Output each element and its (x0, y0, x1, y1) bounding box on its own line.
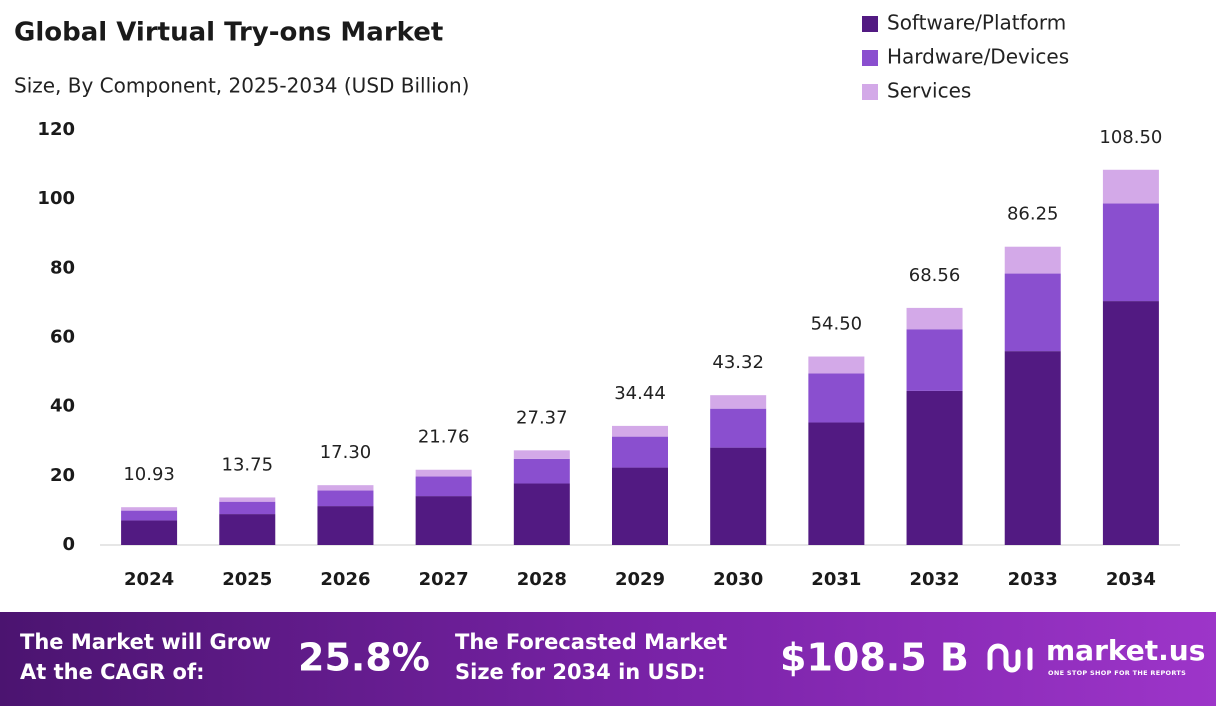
x-tick-label: 2033 (1008, 569, 1058, 590)
y-tick-label: 0 (62, 534, 75, 555)
brand-logo (987, 643, 1033, 673)
cagr-value: 25.8% (298, 636, 430, 680)
bar-segment (1004, 351, 1061, 545)
bar-segment (317, 485, 374, 491)
bar-segment (906, 329, 963, 391)
bar-segment (1004, 246, 1061, 274)
brand-tagline: ONE STOP SHOP FOR THE REPORTS (1048, 669, 1186, 677)
chart-subtitle: Size, By Component, 2025-2034 (USD Billi… (14, 74, 469, 98)
cagr-text: At the CAGR of: (20, 660, 205, 684)
bar-segment (906, 390, 963, 545)
bar-segment (415, 476, 472, 497)
total-label: 34.44 (614, 383, 666, 404)
bar-segment (710, 447, 767, 545)
total-label: 17.30 (320, 442, 372, 463)
forecast-text: The Forecasted Market (455, 630, 727, 654)
total-label: 27.37 (516, 407, 568, 428)
y-tick-label: 20 (50, 465, 75, 486)
bar-segment (317, 506, 374, 545)
x-tick-label: 2028 (517, 569, 567, 590)
x-tick-label: 2031 (811, 569, 861, 590)
total-label: 10.93 (123, 464, 175, 485)
legend-swatch (862, 16, 878, 32)
total-label: 108.50 (1099, 127, 1162, 148)
chart-title: Global Virtual Try-ons Market (14, 18, 443, 48)
bar-segment (906, 307, 963, 330)
total-label: 21.76 (418, 427, 470, 448)
legend-swatch (862, 50, 878, 66)
legend-swatch (862, 84, 878, 100)
bar-segment (612, 425, 668, 437)
bar-segment (710, 395, 767, 409)
x-tick-label: 2030 (713, 569, 763, 590)
total-label: 68.56 (909, 265, 961, 286)
x-tick-label: 2024 (124, 569, 174, 590)
total-label: 43.32 (712, 352, 764, 373)
forecast-text: Size for 2034 in USD: (455, 660, 706, 684)
total-label: 54.50 (811, 314, 863, 335)
y-tick-label: 80 (50, 257, 75, 278)
x-tick-label: 2034 (1106, 569, 1156, 590)
bar-segment (121, 520, 178, 545)
bar-segment (219, 514, 276, 545)
bar-segment (808, 373, 865, 423)
brand-name: market.us (1046, 634, 1205, 667)
bar-segment (808, 422, 865, 545)
bar-segment (1004, 273, 1061, 352)
footer-banner (0, 612, 1216, 706)
cagr-text: The Market will Grow (20, 630, 271, 654)
y-tick-label: 120 (37, 119, 75, 140)
bar-segment (317, 490, 374, 507)
bar-segment (1102, 301, 1159, 545)
total-label: 86.25 (1007, 204, 1059, 225)
x-tick-label: 2032 (909, 569, 959, 590)
legend-label: Hardware/Devices (887, 45, 1069, 69)
legend-label: Services (887, 79, 971, 103)
x-tick-label: 2027 (419, 569, 469, 590)
bar-segment (808, 356, 865, 374)
bar-segment (513, 458, 570, 484)
bar-segment (513, 483, 570, 545)
bar-segment (415, 469, 472, 477)
legend-label: Software/Platform (887, 11, 1066, 35)
x-tick-label: 2025 (222, 569, 272, 590)
x-tick-label: 2029 (615, 569, 665, 590)
bar-segment (1102, 169, 1159, 204)
bar-segment (415, 496, 472, 545)
total-label: 13.75 (222, 454, 274, 475)
forecast-value: $108.5 B (780, 636, 969, 680)
bar-segment (710, 408, 767, 448)
x-tick-label: 2026 (320, 569, 370, 590)
y-tick-label: 60 (50, 327, 75, 348)
bar-segment (121, 507, 178, 511)
bar-segment (612, 467, 668, 545)
bar-segment (513, 450, 570, 459)
bar-segment (1102, 203, 1159, 302)
y-tick-label: 40 (50, 396, 75, 417)
bar-segment (612, 436, 668, 468)
bar-segment (219, 501, 276, 515)
y-tick-label: 100 (37, 188, 75, 209)
bar-segment (219, 497, 276, 502)
bar-segment (121, 510, 178, 521)
